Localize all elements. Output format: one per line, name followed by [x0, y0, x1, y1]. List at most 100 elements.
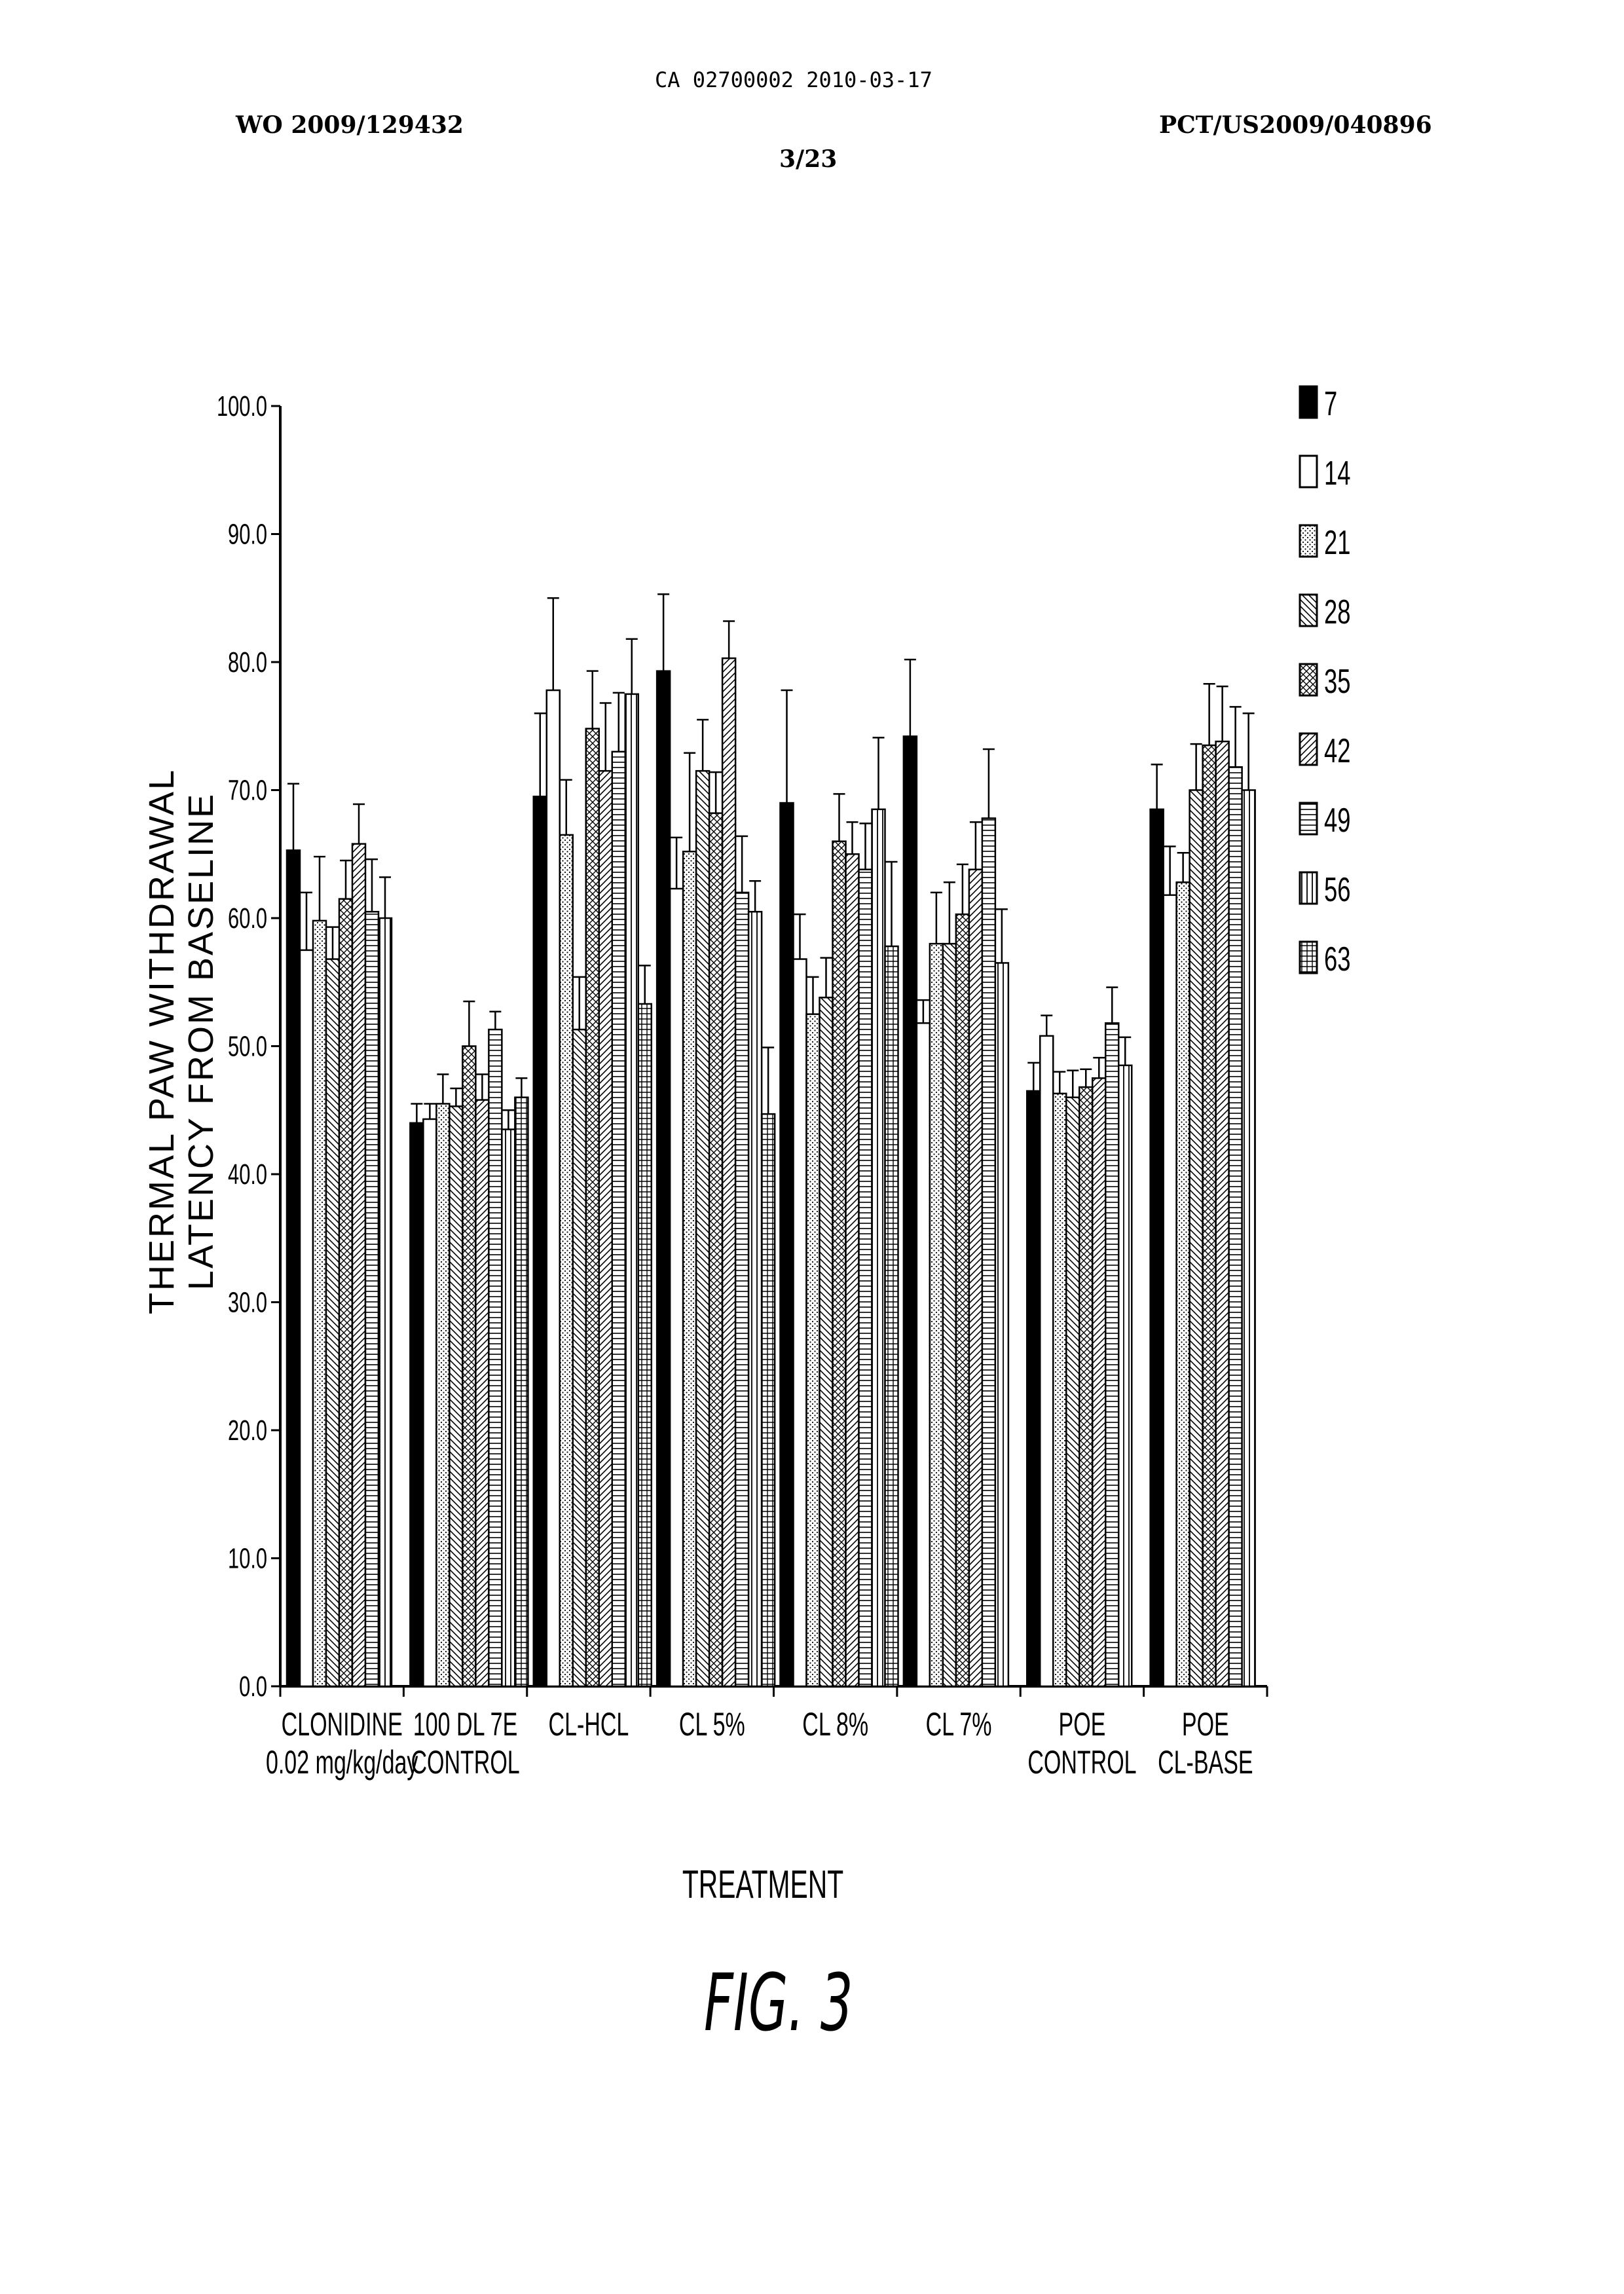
y-tick-label: 70.0 [228, 775, 267, 807]
bar-series-49 [489, 1029, 502, 1686]
bar-series-7 [534, 796, 547, 1686]
legend-swatch-63 [1300, 942, 1317, 973]
x-category-label: CONTROL [411, 1745, 519, 1781]
x-category-label: POE [1182, 1707, 1229, 1743]
bar-series-35 [339, 899, 352, 1686]
x-category-label: CL-HCL [549, 1707, 629, 1743]
y-tick-label: 30.0 [228, 1287, 267, 1319]
bar-series-49 [1229, 767, 1242, 1686]
figure-label: FIG. 3 [704, 1958, 853, 2049]
legend-label: 49 [1324, 800, 1350, 839]
bar-series-42 [352, 844, 365, 1686]
bar-series-35 [586, 729, 599, 1686]
legend-label: 7 [1324, 384, 1337, 422]
bar-series-56 [502, 1130, 515, 1686]
legend-label: 42 [1324, 731, 1350, 769]
bar-series-7 [1027, 1091, 1040, 1686]
y-tick-label: 100.0 [217, 391, 267, 423]
y-axis-title: THERMAL PAW WITHDRAWAL [142, 768, 181, 1314]
legend-label: 21 [1324, 523, 1350, 561]
legend-swatch-49 [1300, 803, 1317, 834]
y-tick-label: 80.0 [228, 647, 267, 679]
legend-swatch-7 [1300, 386, 1317, 418]
bar-series-14 [794, 959, 807, 1686]
bar-series-14 [1040, 1036, 1053, 1686]
bar-series-14 [670, 889, 683, 1686]
bar-series-42 [1216, 741, 1229, 1686]
bar-series-49 [1105, 1023, 1118, 1686]
y-tick-label: 40.0 [228, 1159, 267, 1191]
bar-series-56 [1242, 790, 1255, 1687]
bar-series-14 [300, 950, 313, 1686]
y-tick-label: 60.0 [228, 903, 267, 935]
bar-series-56 [625, 694, 638, 1686]
x-category-label: CLONIDINE [282, 1707, 403, 1743]
bar-series-28 [573, 1029, 586, 1686]
bar-series-28 [1190, 790, 1203, 1687]
bar-series-49 [612, 752, 625, 1686]
legend-swatch-42 [1300, 733, 1317, 765]
bar-series-14 [1164, 895, 1177, 1686]
bar-series-63 [762, 1114, 775, 1686]
bar-series-49 [365, 912, 378, 1686]
y-axis-title: LATENCY FROM BASELINE [181, 792, 221, 1290]
bar-series-14 [917, 1023, 930, 1686]
legend-label: 35 [1324, 661, 1350, 700]
bar-series-21 [436, 1103, 449, 1686]
bar-series-7 [1151, 809, 1164, 1686]
bar-series-56 [1118, 1065, 1132, 1686]
x-category-label: CL 8% [802, 1707, 868, 1743]
legend-swatch-56 [1300, 872, 1317, 904]
bar-series-28 [326, 959, 339, 1686]
bar-series-49 [982, 819, 995, 1686]
bar-series-28 [449, 1106, 462, 1686]
bar-series-28 [1066, 1098, 1079, 1686]
bar-series-63 [638, 1004, 652, 1686]
bar-series-14 [423, 1119, 436, 1686]
y-tick-label: 50.0 [228, 1031, 267, 1063]
bar-series-35 [956, 914, 969, 1686]
bar-series-21 [930, 944, 943, 1686]
bar-series-21 [683, 851, 696, 1686]
bar-series-42 [599, 771, 612, 1686]
y-tick-label: 20.0 [228, 1415, 267, 1447]
legend-swatch-28 [1300, 595, 1317, 626]
bar-series-28 [820, 997, 833, 1686]
legend-label: 56 [1324, 870, 1350, 908]
bar-series-35 [1079, 1087, 1092, 1686]
bar-series-49 [859, 870, 872, 1686]
x-category-label: CL-BASE [1158, 1745, 1253, 1781]
bar-series-21 [560, 835, 573, 1686]
x-category-label: CONTROL [1027, 1745, 1136, 1781]
bar-series-21 [1177, 882, 1190, 1686]
bar-series-49 [735, 893, 748, 1686]
y-tick-label: 90.0 [228, 519, 267, 551]
bar-series-35 [709, 813, 722, 1686]
bar-series-42 [969, 870, 982, 1686]
bar-series-14 [547, 690, 560, 1686]
bar-series-28 [943, 944, 956, 1686]
bar-series-7 [781, 803, 794, 1686]
bar-series-21 [313, 921, 326, 1686]
x-category-label: CL 7% [926, 1707, 992, 1743]
bar-series-56 [872, 809, 885, 1686]
bar-series-56 [378, 918, 392, 1686]
x-axis-title: TREATMENT [682, 1862, 843, 1906]
bar-series-35 [1203, 745, 1216, 1686]
bar-series-7 [657, 671, 670, 1686]
bar-series-7 [410, 1123, 423, 1686]
legend-label: 63 [1324, 939, 1350, 978]
bar-series-7 [287, 850, 300, 1686]
y-tick-label: 10.0 [228, 1543, 267, 1575]
bar-series-21 [807, 1014, 820, 1686]
x-category-label: 100 DL 7E [413, 1707, 517, 1743]
bar-series-63 [515, 1098, 528, 1686]
bar-series-21 [1053, 1094, 1066, 1686]
y-tick-label: 0.0 [239, 1671, 267, 1703]
x-category-label: 0.02 mg/kg/day [266, 1745, 418, 1781]
legend-swatch-21 [1300, 525, 1317, 557]
bar-series-56 [748, 912, 762, 1686]
bar-series-42 [846, 854, 859, 1686]
